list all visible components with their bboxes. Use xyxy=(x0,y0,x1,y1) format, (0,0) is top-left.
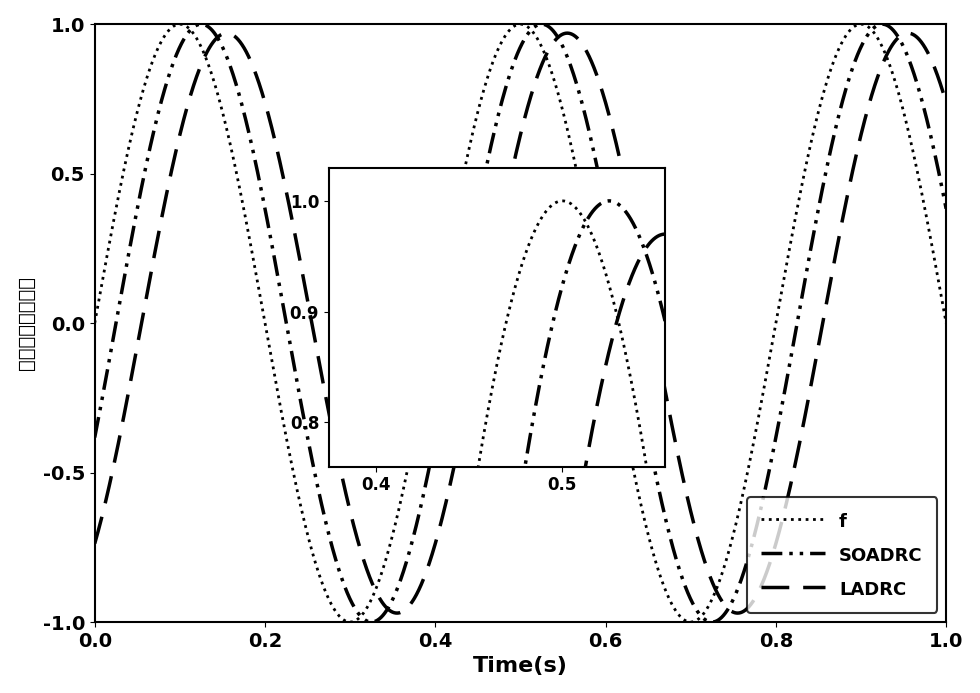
SOADRC xyxy=(140,164,152,172)
f xyxy=(896,98,907,107)
X-axis label: Time(s): Time(s) xyxy=(473,656,567,676)
LADRC xyxy=(256,87,268,96)
LADRC xyxy=(93,525,105,534)
SOADRC xyxy=(93,414,105,422)
f xyxy=(140,78,152,86)
f xyxy=(506,24,517,33)
LADRC xyxy=(895,31,906,40)
SOADRC xyxy=(505,67,516,76)
SOADRC xyxy=(940,204,952,213)
f xyxy=(256,301,268,309)
f xyxy=(124,138,136,146)
LADRC xyxy=(124,380,136,389)
f xyxy=(940,319,952,327)
Legend: f, SOADRC, LADRC: f, SOADRC, LADRC xyxy=(747,497,937,613)
Y-axis label: 总扰动及其估计値: 总扰动及其估计値 xyxy=(17,276,35,370)
Line: SOADRC: SOADRC xyxy=(95,24,946,622)
SOADRC xyxy=(124,243,136,251)
SOADRC xyxy=(89,433,101,441)
SOADRC xyxy=(707,618,718,626)
LADRC xyxy=(732,609,744,617)
LADRC xyxy=(140,297,152,306)
f xyxy=(93,298,105,306)
f xyxy=(174,20,186,28)
f xyxy=(344,618,356,626)
LADRC xyxy=(505,172,516,180)
SOADRC xyxy=(876,20,888,28)
Line: LADRC: LADRC xyxy=(95,33,946,613)
Line: f: f xyxy=(95,24,946,622)
LADRC xyxy=(902,29,913,37)
SOADRC xyxy=(256,188,268,196)
f xyxy=(89,319,101,327)
SOADRC xyxy=(896,38,907,46)
LADRC xyxy=(940,98,952,107)
LADRC xyxy=(89,539,101,547)
